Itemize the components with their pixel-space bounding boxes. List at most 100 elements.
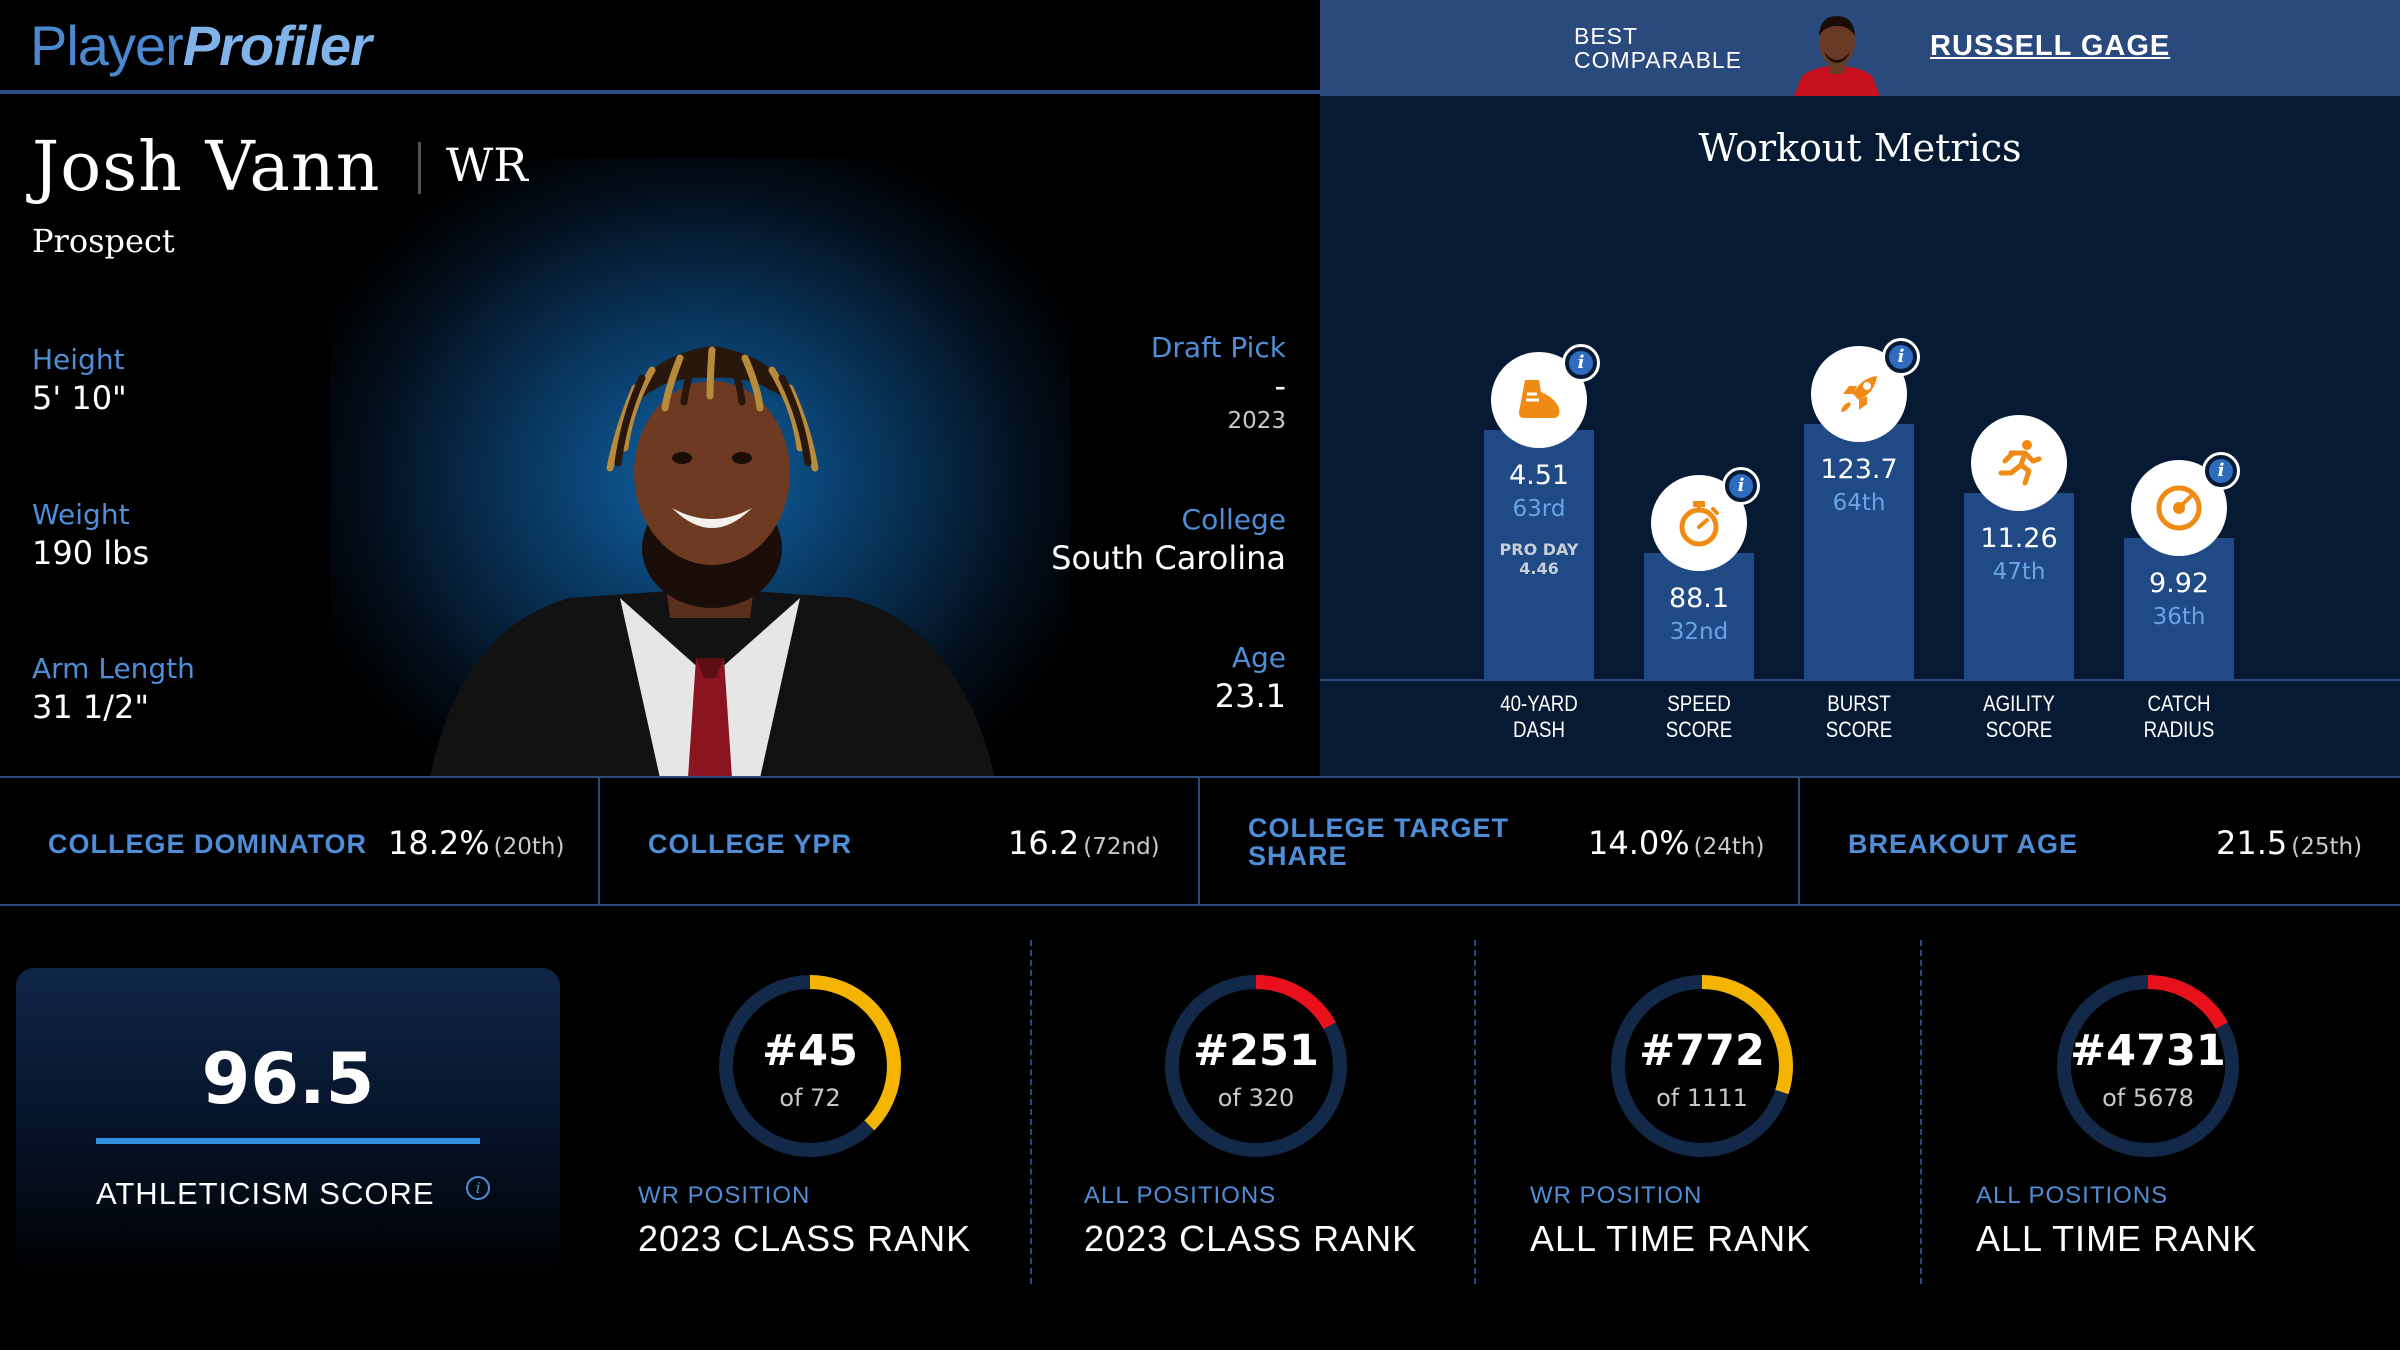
college-target-share-label: COLLEGE TARGET SHARE [1248, 814, 1509, 870]
rank-ring-progress [1165, 975, 1347, 1157]
production-stats-row: COLLEGE DOMINATOR 18.2% (20th) COLLEGE YP… [0, 776, 2400, 906]
metric-label-line2: SCORE [1665, 717, 1733, 742]
rank-ring [1611, 975, 1793, 1157]
weight-stat: Weight 190 lbs [32, 497, 149, 573]
comparable-avatar[interactable] [1794, 6, 1880, 96]
rank-number: #4731 [2070, 1026, 2226, 1076]
metric-info-icon[interactable]: i [1722, 467, 1760, 505]
metric-value: 88.1 [1668, 583, 1730, 614]
athleticism-info-icon[interactable]: i [466, 1176, 490, 1200]
metric-label: CATCH RADIUS [2111, 691, 2247, 743]
college-target-share-cell: COLLEGE TARGET SHARE 14.0% (24th) [1198, 778, 1798, 904]
athleticism-score-card: 96.5 ATHLETICISM SCORE i [16, 968, 560, 1278]
college-dominator-label: COLLEGE DOMINATOR [48, 829, 367, 859]
college-ypr-label: COLLEGE YPR [648, 829, 853, 859]
best-comparable-label: BEST COMPARABLE [1574, 23, 1743, 73]
rank-subtitle: WR POSITION [1530, 1182, 1703, 1209]
arm-length-label: Arm Length [32, 652, 195, 685]
college-dominator-rank: (20th) [493, 834, 565, 860]
brand-logo-part2: Profiler [182, 14, 372, 77]
metric-percentile: 63rd [1512, 496, 1566, 522]
height-value: 5' 10" [32, 379, 127, 417]
age-stat: Age 23.1 [1215, 640, 1286, 716]
rank-subtitle: WR POSITION [638, 1182, 811, 1209]
metric-label: AGILITY SCORE [1951, 691, 2087, 743]
college-dominator-number: 18.2% [388, 824, 490, 862]
pro-day-label: PRO DAY [1499, 540, 1579, 559]
draft-year: 2023 [1227, 408, 1286, 434]
rank-divider [1030, 940, 1032, 1284]
draft-pick-value: - [1274, 367, 1286, 405]
header-bar: PlayerProfiler [0, 0, 1320, 94]
rank-title: 2023 CLASS RANK [1084, 1218, 1418, 1259]
metric-bar [1484, 430, 1594, 679]
metric-info-icon[interactable]: i [1562, 344, 1600, 382]
player-name: Josh Vann [32, 128, 381, 207]
name-divider [418, 142, 421, 194]
workout-metrics-title: Workout Metrics [1698, 126, 2022, 170]
metric-value: 9.92 [2148, 568, 2210, 599]
metric-percentile: 64th [1832, 490, 1886, 516]
weight-value: 190 lbs [32, 534, 150, 572]
age-label: Age [1231, 641, 1286, 674]
rank-ring [1165, 975, 1347, 1157]
workout-metrics-panel: Workout Metrics i 4.51 63rd PRO DAY 4.46… [1320, 96, 2400, 776]
breakout-age-cell: BREAKOUT AGE 21.5 (25th) [1798, 778, 2400, 904]
metric-info-icon[interactable]: i [1882, 338, 1920, 376]
athleticism-score-value: 96.5 [201, 1038, 375, 1120]
rank-number: #251 [1193, 1026, 1319, 1076]
metric-icon-badge [1971, 415, 2067, 511]
metric-label-line1: CATCH [2147, 691, 2211, 716]
metric-label-line2: DASH [1513, 717, 1565, 742]
player-status: Prospect [32, 222, 175, 260]
metric-label-line2: SCORE [1825, 717, 1893, 742]
draft-pick-label: Draft Pick [1150, 331, 1286, 364]
rank-divider [1920, 940, 1922, 1284]
arm-length-value: 31 1/2" [32, 688, 150, 726]
metric-percentile: 36th [2152, 604, 2206, 630]
rank-ring [719, 975, 901, 1157]
metric-info-icon[interactable]: i [2202, 452, 2240, 490]
metric-label: SPEED SCORE [1631, 691, 1767, 743]
metric-bar [1964, 493, 2074, 679]
rank-subtitle: ALL POSITIONS [1084, 1182, 1277, 1209]
metric-label-line2: RADIUS [2143, 717, 2215, 742]
college-target-share-number: 14.0% [1588, 824, 1690, 862]
metric-value: 11.26 [1980, 523, 2058, 554]
runner-icon [1998, 440, 2042, 486]
breakout-age-label: BREAKOUT AGE [1848, 829, 2079, 859]
metric-label-line1: 40-YARD [1500, 691, 1578, 716]
brand-logo[interactable]: PlayerProfiler [30, 14, 372, 79]
college-stat: College South Carolina [1051, 502, 1286, 578]
arm-length-stat: Arm Length 31 1/2" [32, 651, 195, 727]
rank-ring-progress [1611, 975, 1793, 1157]
college-label: College [1181, 503, 1286, 536]
weight-label: Weight [32, 498, 130, 531]
rank-divider [1474, 940, 1476, 1284]
metric-label: BURST SCORE [1791, 691, 1927, 743]
rank-of-total: of 72 [779, 1084, 841, 1112]
college-ypr-cell: COLLEGE YPR 16.2 (72nd) [598, 778, 1198, 904]
comparable-player-link[interactable]: RUSSELL GAGE [1930, 30, 2171, 62]
rank-title: ALL TIME RANK [1530, 1218, 1812, 1259]
brand-logo-part1: Player [30, 14, 184, 77]
metric-label-line1: AGILITY [1983, 691, 2055, 716]
metric-percentile: 47th [1992, 559, 2046, 585]
college-ypr-number: 16.2 [1008, 824, 1080, 862]
shoe-icon [1519, 380, 1560, 418]
player-portrait [420, 298, 1000, 776]
metric-label-line1: BURST [1827, 691, 1891, 716]
rank-number: #772 [1639, 1026, 1765, 1076]
metric-label: 40-YARD DASH [1471, 691, 1607, 743]
metric-label-line1: SPEED [1667, 691, 1731, 716]
rank-title: ALL TIME RANK [1976, 1218, 2258, 1259]
rank-title: 2023 CLASS RANK [638, 1218, 972, 1259]
rank-ring [2057, 975, 2239, 1157]
college-target-share-label-line2: SHARE [1248, 841, 1348, 871]
college-dominator-cell: COLLEGE DOMINATOR 18.2% (20th) [0, 778, 600, 904]
metric-bar [2124, 538, 2234, 679]
college-target-share-label-line1: COLLEGE TARGET [1248, 813, 1509, 843]
metric-pro-day: PRO DAY 4.46 [1484, 540, 1594, 578]
breakout-age-number: 21.5 [2216, 824, 2288, 862]
athleticism-score-label: ATHLETICISM SCORE [96, 1176, 435, 1211]
